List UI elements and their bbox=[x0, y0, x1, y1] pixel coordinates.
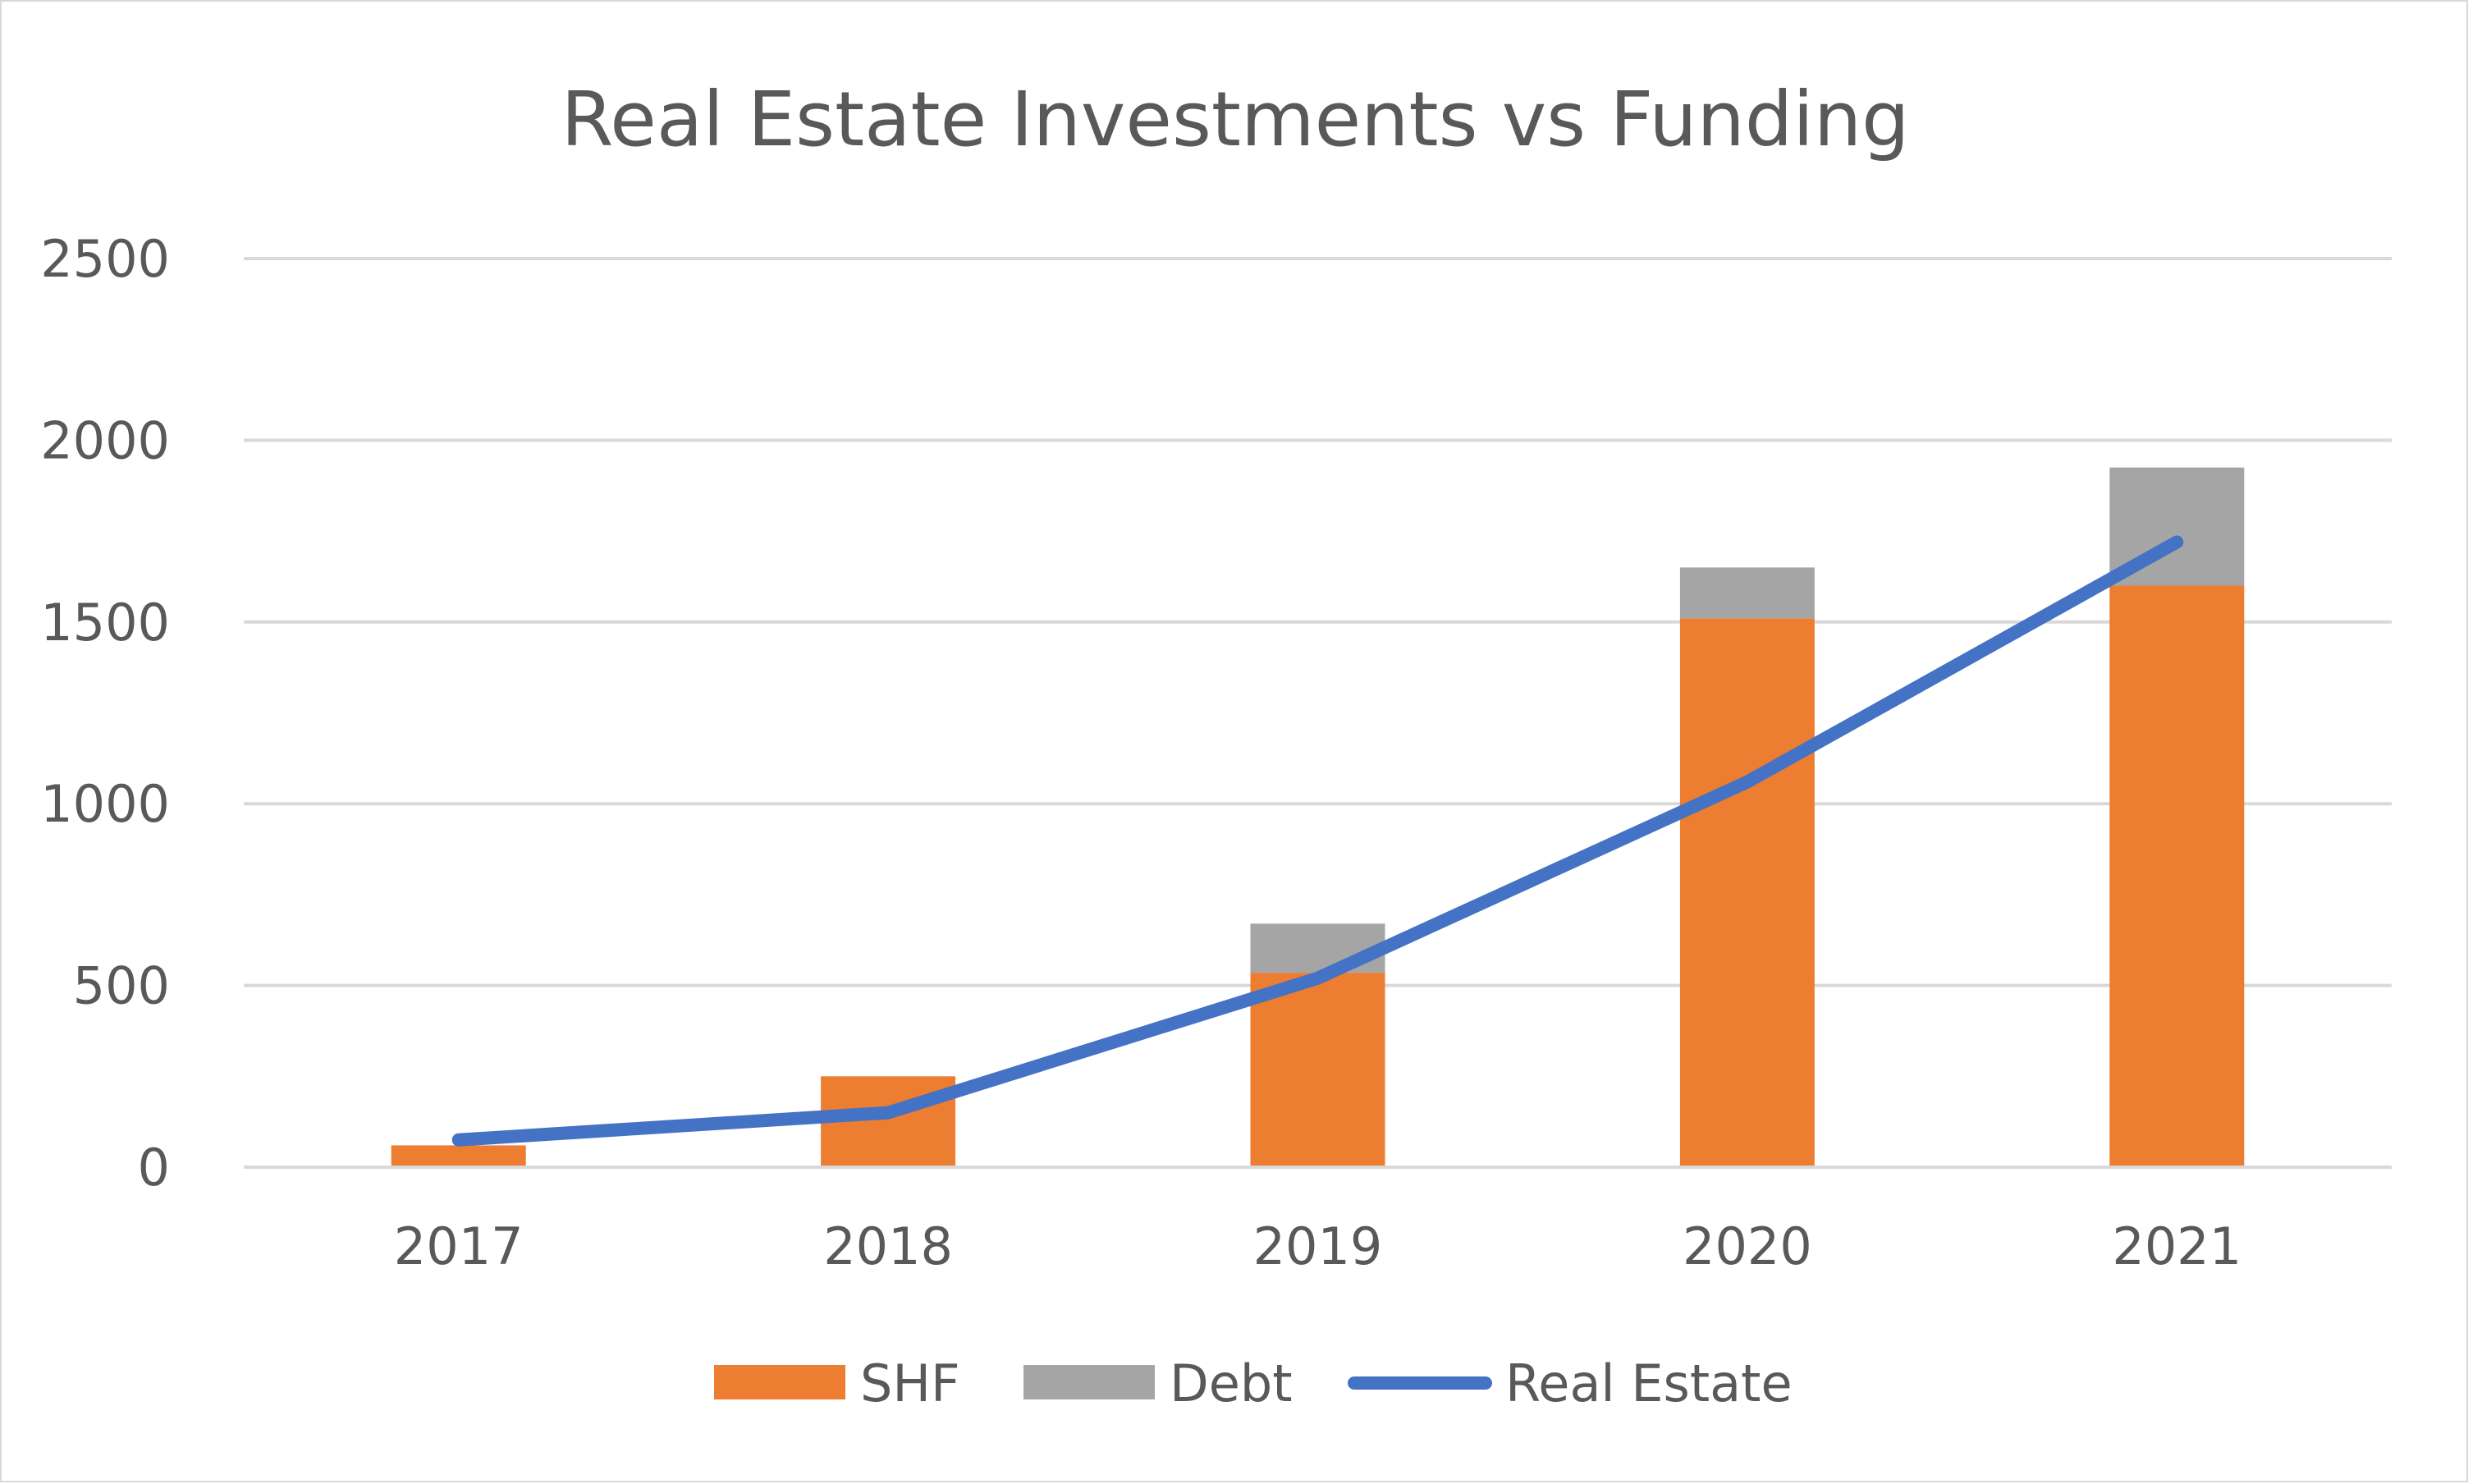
y-tick-label: 1000 bbox=[40, 774, 170, 834]
line-series bbox=[451, 535, 2184, 1147]
y-tick-label: 500 bbox=[73, 956, 170, 1016]
legend-label-real-estate: Real Estate bbox=[1505, 1353, 1793, 1413]
y-tick-label: 2000 bbox=[40, 410, 170, 470]
x-axis-ticks: 2017 2018 2019 2020 2021 bbox=[394, 1216, 2241, 1276]
gridlines bbox=[244, 257, 2392, 987]
x-tick-label: 2017 bbox=[394, 1216, 524, 1276]
y-tick-label: 2500 bbox=[40, 229, 170, 289]
x-tick-label: 2021 bbox=[2112, 1216, 2241, 1276]
chart-title: Real Estate Investments vs Funding bbox=[561, 76, 1909, 163]
x-tick-label: 2018 bbox=[823, 1216, 953, 1276]
line-real-estate bbox=[451, 535, 2184, 1147]
bar-shf-2021 bbox=[2109, 585, 2245, 1167]
legend-swatch-shf bbox=[714, 1365, 845, 1399]
bar-debt-2020 bbox=[1679, 567, 1815, 619]
legend-swatch-debt bbox=[1023, 1365, 1155, 1399]
y-tick-label: 0 bbox=[138, 1138, 170, 1198]
legend-item-debt: Debt bbox=[1023, 1353, 1293, 1413]
bar-shf-2017 bbox=[391, 1145, 526, 1167]
bars bbox=[391, 467, 2245, 1167]
legend-label-shf: SHF bbox=[860, 1353, 960, 1413]
y-tick-label: 1500 bbox=[40, 593, 170, 653]
bar-debt-2019 bbox=[1250, 923, 1385, 973]
bar-shf-2019 bbox=[1250, 973, 1385, 1167]
legend-label-debt: Debt bbox=[1170, 1353, 1293, 1413]
legend-item-real-estate: Real Estate bbox=[1348, 1353, 1793, 1413]
legend-item-shf: SHF bbox=[714, 1353, 960, 1413]
x-tick-label: 2020 bbox=[1683, 1216, 1812, 1276]
bar-shf-2020 bbox=[1679, 618, 1815, 1167]
legend: SHF Debt Real Estate bbox=[714, 1353, 1793, 1413]
x-tick-label: 2019 bbox=[1253, 1216, 1383, 1276]
y-axis-ticks: 0 500 1000 1500 2000 2500 bbox=[40, 229, 170, 1198]
